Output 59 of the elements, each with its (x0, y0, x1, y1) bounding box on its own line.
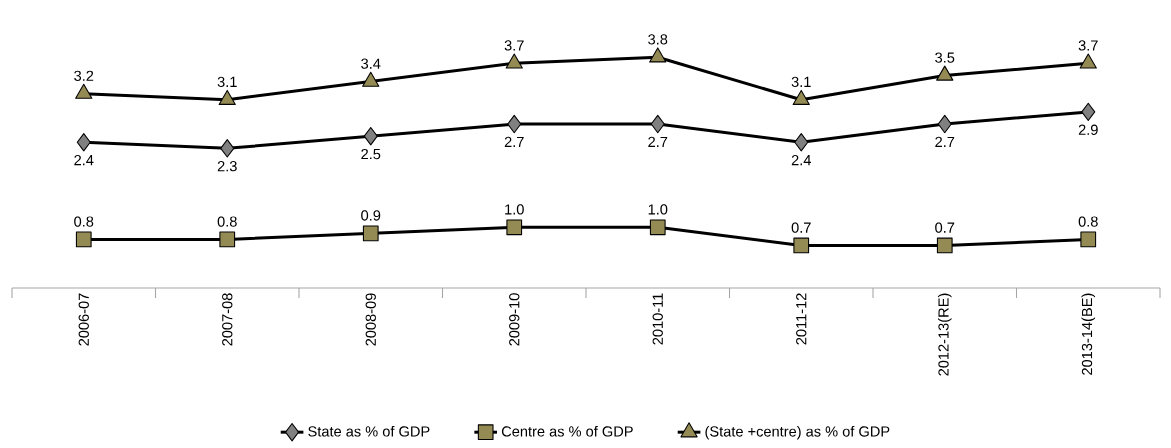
point (1079, 53, 1097, 69)
x-tick-label: 2006-07 (78, 293, 89, 346)
point (1080, 231, 1097, 248)
point (650, 114, 665, 134)
data-label: 0.7 (791, 222, 811, 233)
point (76, 133, 91, 152)
point (219, 231, 236, 248)
x-tick-label: 2013-14(BE) (1081, 293, 1096, 375)
data-label: 1.0 (648, 204, 668, 215)
data-label: 0.9 (361, 210, 381, 221)
data-label: 3.5 (935, 52, 955, 63)
data-label: 0.8 (74, 216, 94, 227)
data-label: 3.4 (361, 58, 381, 69)
point (507, 114, 522, 134)
data-label: 2.9 (1078, 124, 1098, 135)
point (505, 53, 523, 69)
legend-label: Centre as % of GDP (501, 425, 633, 437)
data-label: 3.1 (217, 76, 237, 88)
point (794, 133, 809, 152)
x-tick-label: 2011-12 (796, 293, 807, 345)
point (506, 219, 523, 236)
x-tick-label: 2008-09 (365, 293, 376, 346)
data-label: 2.4 (791, 154, 811, 166)
data-label: 2.7 (935, 136, 955, 147)
data-label: 1.0 (505, 204, 524, 215)
point (75, 231, 92, 248)
point (220, 139, 235, 158)
data-label: 3.7 (1078, 40, 1098, 51)
x-tick-label: 2010-11 (652, 293, 663, 345)
point (362, 225, 379, 242)
data-label: 2.7 (504, 136, 524, 147)
point (793, 237, 810, 254)
legend-label: (State +centre) as % of GDP (705, 425, 890, 440)
point (937, 114, 952, 134)
point (936, 65, 954, 81)
point (218, 89, 236, 105)
point (649, 219, 666, 236)
point (362, 71, 380, 87)
data-label: 3.1 (791, 76, 811, 88)
data-label: 3.8 (648, 34, 668, 45)
data-label: 2.3 (217, 161, 237, 172)
data-label: 2.5 (361, 148, 381, 160)
data-label: 0.8 (1078, 216, 1098, 227)
point (792, 89, 810, 105)
data-label: 0.7 (935, 222, 955, 233)
data-label: 2.4 (74, 154, 94, 166)
x-tick-label: 2009-10 (509, 293, 520, 346)
data-label: 2.7 (648, 136, 668, 147)
data-label: 3.7 (504, 40, 524, 51)
data-label: 3.2 (74, 70, 94, 81)
point (649, 47, 667, 63)
point (936, 237, 953, 254)
x-tick-label: 2012-13(RE) (937, 293, 952, 376)
point (1081, 102, 1096, 122)
point (363, 126, 378, 146)
point (75, 83, 93, 99)
data-label: 0.8 (217, 216, 237, 227)
x-tick-label: 2007-08 (222, 293, 233, 346)
legend-label: State as % of GDP (308, 425, 430, 437)
